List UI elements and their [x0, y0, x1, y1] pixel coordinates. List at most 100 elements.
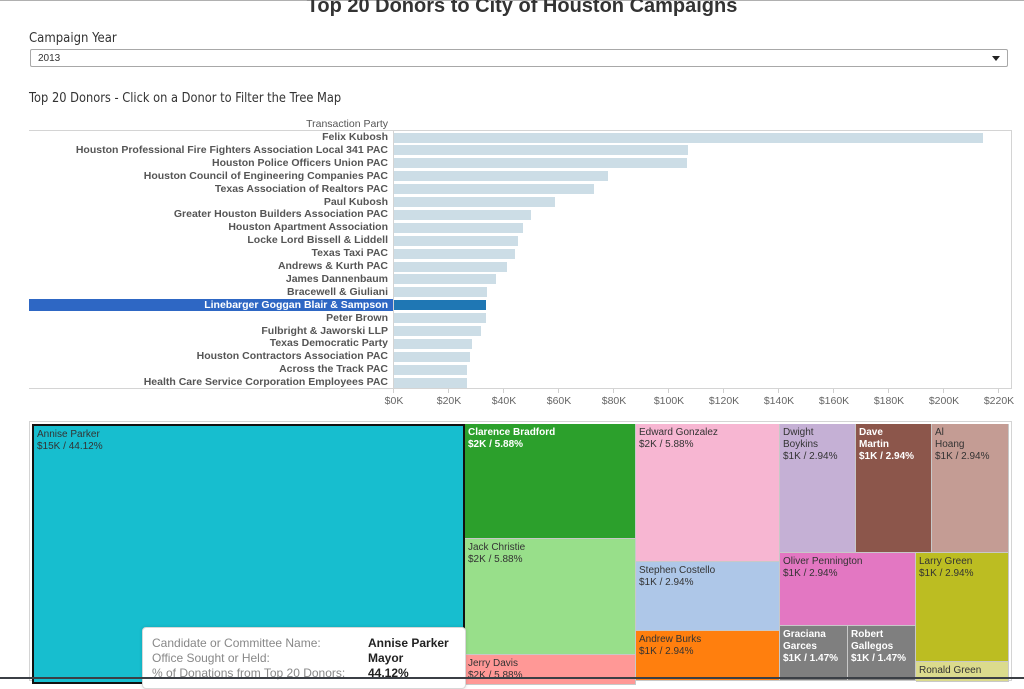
tile-name: Robert Gallegos [851, 629, 894, 652]
x-tick-label: $0K [384, 395, 404, 407]
treemap-tile[interactable]: Graciana Garces $1K / 1.47% [780, 626, 848, 681]
campaign-year-label: Campaign Year [29, 31, 117, 46]
donor-bar[interactable] [394, 351, 470, 362]
treemap-tile[interactable]: Dave Martin $1K / 2.94% [856, 424, 932, 553]
x-tick [448, 389, 449, 393]
tile-value: $1K / 1.47% [851, 653, 907, 664]
donor-bar[interactable] [394, 171, 609, 182]
treemap-tile[interactable]: Stephen Costello $1K / 2.94% [636, 562, 780, 631]
x-tick [723, 389, 724, 393]
donor-bar[interactable] [394, 326, 481, 336]
treemap-tile[interactable]: Dwight Boykins $1K / 2.94% [780, 424, 856, 553]
chart-frame-right [1011, 130, 1012, 389]
tile-name: Annise Parker [37, 429, 100, 440]
y-axis-line [393, 131, 394, 389]
x-tick [503, 389, 504, 393]
donor-bar[interactable] [394, 209, 532, 220]
donor-label[interactable]: Paul Kubosh [323, 195, 388, 208]
donor-label[interactable]: Houston Contractors Association PAC [196, 350, 388, 363]
tile-value: $1K / 2.94% [639, 577, 694, 588]
tile-name: Dave Martin [859, 427, 889, 450]
x-tick [888, 389, 889, 393]
tile-name: Andrew Burks [639, 634, 702, 645]
tile-name: Al Hoang [935, 427, 965, 450]
donor-label[interactable]: Linebarger Goggan Blair & Sampson [29, 298, 393, 311]
donor-bar[interactable] [394, 313, 486, 324]
tile-name: Edward Gonzalez [639, 427, 718, 438]
donor-bar[interactable] [394, 338, 472, 349]
x-tick-label: $160K [818, 395, 850, 407]
x-tick-label: $120K [708, 395, 740, 407]
dashboard-title: Top 20 Donors to City of Houston Campaig… [306, 0, 738, 17]
donor-label[interactable]: Houston Professional Fire Fighters Assoc… [75, 143, 388, 156]
x-tick [558, 389, 559, 393]
tile-name: Jerry Davis [468, 658, 519, 669]
treemap-tile[interactable]: Ronald Green [916, 662, 1009, 682]
tile-value: $2K / 5.88% [468, 439, 524, 450]
treemap-tile[interactable]: Larry Green $1K / 2.94% [916, 553, 1009, 662]
tile-name: Oliver Pennington [783, 556, 863, 567]
x-tick-label: $60K [546, 395, 572, 407]
tooltip-key: % of Donations from Top 20 Donors: [152, 666, 346, 680]
x-tick [833, 389, 834, 393]
donor-bar[interactable] [394, 300, 486, 311]
donor-label[interactable]: Houston Council of Engineering Companies… [143, 169, 388, 182]
chart-frame-top [29, 130, 1012, 131]
donor-label[interactable]: Across the Track PAC [279, 363, 388, 376]
donor-bar[interactable] [394, 287, 488, 298]
chart-frame-bottom [29, 388, 393, 389]
donor-bar[interactable] [394, 222, 524, 233]
x-tick [778, 389, 779, 393]
tile-value: $1K / 1.47% [783, 653, 839, 664]
donor-bar[interactable] [394, 145, 689, 156]
donor-bar[interactable] [394, 364, 467, 375]
tooltip-value: 44.12% [368, 666, 409, 680]
donor-label[interactable]: Locke Lord Bissell & Liddell [247, 234, 388, 247]
x-tick [613, 389, 614, 393]
tile-name: Dwight Boykins [783, 427, 819, 450]
treemap-tile[interactable]: Al Hoang $1K / 2.94% [932, 424, 1009, 553]
tile-value: $1K / 2.94% [935, 451, 990, 462]
tile-value: $1K / 2.94% [783, 568, 838, 579]
donor-bar[interactable] [394, 274, 497, 285]
donor-label[interactable]: Houston Apartment Association [228, 221, 388, 234]
treemap-tile[interactable]: Oliver Pennington $1K / 2.94% [780, 553, 916, 626]
donor-label[interactable]: Peter Brown [326, 311, 388, 324]
treemap-tile[interactable]: Andrew Burks $1K / 2.94% [636, 631, 780, 681]
tile-name: Stephen Costello [639, 565, 716, 576]
donor-bar[interactable] [394, 377, 467, 388]
donor-label[interactable]: Greater Houston Builders Association PAC [173, 208, 388, 221]
treemap-tile[interactable]: Jerry Davis $2K / 5.88% [465, 655, 636, 685]
x-tick-label: $100K [653, 395, 685, 407]
donor-bar[interactable] [394, 132, 983, 143]
donor-bar[interactable] [394, 158, 687, 169]
donor-bar[interactable] [394, 248, 516, 259]
donor-bar[interactable] [394, 184, 595, 195]
donor-bar[interactable] [394, 261, 508, 272]
tooltip: Candidate or Committee Name: Annise Park… [142, 627, 466, 689]
donor-label[interactable]: James Dannenbaum [285, 272, 388, 285]
treemap-tile[interactable]: Robert Gallegos $1K / 1.47% [848, 626, 916, 681]
donor-label[interactable]: Texas Association of Realtors PAC [214, 182, 388, 195]
treemap-tile[interactable]: Jack Christie $2K / 5.88% [465, 539, 636, 655]
tooltip-key: Office Sought or Held: [152, 651, 270, 665]
chevron-down-icon[interactable] [992, 56, 1000, 61]
donor-label[interactable]: Fulbright & Jaworski LLP [261, 324, 388, 337]
tile-value: $1K / 2.94% [859, 451, 915, 462]
donor-bar[interactable] [394, 235, 519, 246]
x-tick-label: $140K [763, 395, 795, 407]
donor-label[interactable]: Houston Police Officers Union PAC [212, 156, 388, 169]
donor-label[interactable]: Health Care Service Corporation Employee… [143, 376, 388, 389]
treemap-tile[interactable]: Clarence Bradford $2K / 5.88% [465, 424, 636, 539]
donor-label[interactable]: Bracewell & Giuliani [287, 285, 388, 298]
x-tick [668, 389, 669, 393]
donor-label[interactable]: Andrews & Kurth PAC [277, 260, 388, 272]
donor-label[interactable]: Felix Kubosh [322, 131, 388, 143]
tile-name: Graciana Garces [783, 629, 826, 652]
treemap-tile[interactable]: Edward Gonzalez $2K / 5.88% [636, 424, 780, 562]
donor-label[interactable]: Texas Taxi PAC [311, 247, 388, 260]
x-tick [393, 389, 394, 393]
donor-label[interactable]: Texas Democratic Party [269, 337, 388, 350]
donor-bar[interactable] [394, 197, 555, 207]
campaign-year-dropdown[interactable]: 2013 [30, 49, 1008, 67]
